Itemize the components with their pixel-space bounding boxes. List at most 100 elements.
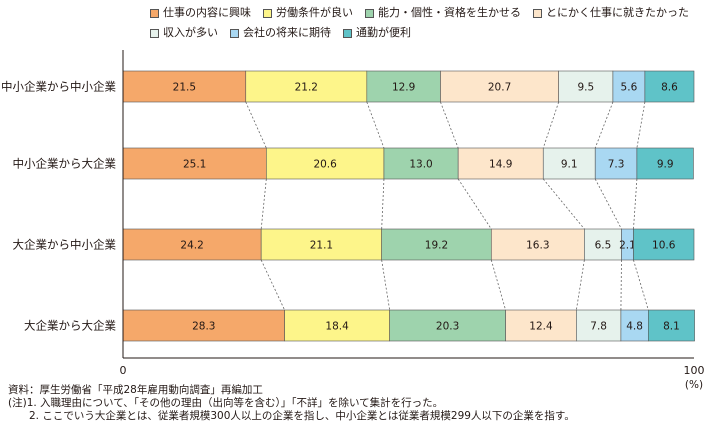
bar-segment [122,309,285,342]
data-label: 14.9 [489,159,512,171]
data-label: 5.6 [621,82,638,94]
data-label: 20.7 [488,82,511,94]
connector-line [542,178,585,230]
connector-line [636,101,646,149]
connector-line [245,101,267,149]
legend-label: 労働条件が良い [276,6,353,19]
connector-line [260,178,267,230]
bar-segment [505,309,577,342]
bar-segment [584,228,622,261]
connector-line [381,178,385,230]
connector-line [594,101,614,149]
data-label: 24.2 [180,240,203,252]
legend-item: 能力・個性・資格を生かせる [365,6,521,20]
bar-segment [558,70,614,103]
data-label: 25.1 [183,159,206,171]
data-label: 10.6 [652,240,676,252]
connector-line [542,101,560,149]
chart-legend-row-2: 収入が多い 会社の将来に期待 通勤が便利 [150,26,423,42]
bar-segment [284,309,390,342]
data-label: 19.2 [425,240,448,252]
bar-segment [576,309,622,342]
legend-item: 収入が多い [150,26,218,40]
data-label: 12.4 [529,321,553,333]
x-tick-label: 100 [684,364,705,377]
x-tick-label: 0 [120,364,127,377]
connector-line [260,259,285,311]
data-label: 21.5 [173,82,196,94]
category-label: 中小企業から大企業 [13,157,117,171]
legend-swatch [150,28,159,38]
data-label: 20.6 [313,159,337,171]
bar-segment [389,309,506,342]
bar-segment [636,147,694,180]
legend-swatch [343,28,352,38]
legend-swatch [263,8,272,18]
bar-segment [381,228,492,261]
data-label: 28.3 [192,321,215,333]
legend-swatch [150,8,159,18]
legend-label: 通勤が便利 [356,26,411,39]
connector-line [381,259,391,311]
connector-line [490,259,506,311]
bar-segment [648,309,695,342]
legend-item: とにかく仕事に就きたかった [533,6,689,20]
legend-label: 仕事の内容に興味 [163,6,251,19]
bar-segment [122,70,247,103]
data-label: 4.8 [626,321,643,333]
data-label: 2.1 [619,240,636,252]
bar-segment [644,70,695,103]
legend-label: とにかく仕事に就きたかった [546,6,689,19]
data-label: 7.8 [590,321,607,333]
legend-label: 会社の将来に期待 [243,26,331,39]
bar-segment [366,70,441,103]
bar-segment [383,147,459,180]
legend-item: 仕事の内容に興味 [150,6,251,20]
bar-segment [245,70,368,103]
legend-swatch [533,8,542,18]
legend-swatch [365,8,374,18]
data-label: 21.1 [310,240,333,252]
bar-segment [440,70,559,103]
bar-segment [122,147,267,180]
footnote-2: 2. ここでいう大企業とは、従業者規模300人以上の企業を指し、中小企業とは従業… [8,410,575,422]
connector-line [440,101,459,149]
connector-line [620,259,622,311]
data-label: 6.5 [595,240,612,252]
data-label: 7.3 [608,159,625,171]
data-label: 9.1 [561,159,578,171]
connector-line [594,178,622,230]
bar-segment [266,147,385,180]
bar-segment [612,70,646,103]
data-label: 16.3 [526,240,549,252]
legend-item: 通勤が便利 [343,26,411,40]
data-label: 13.0 [409,159,432,171]
legend-item: 労働条件が良い [263,6,353,20]
bar-segment [594,147,638,180]
data-label: 9.5 [577,82,594,94]
data-label: 21.2 [295,82,318,94]
legend-swatch [230,28,239,38]
category-label: 中小企業から中小企業 [1,80,116,94]
data-label: 9.9 [657,159,674,171]
legend-label: 能力・個性・資格を生かせる [378,6,521,19]
footnote-1: (注)1. 入職理由について、「その他の理由（出向等を含む）」「不詳」を除いて集… [8,397,444,409]
data-label: 12.9 [392,82,415,94]
category-label: 大企業から中小企業 [13,238,117,252]
connector-line [457,178,492,230]
data-label: 20.3 [436,321,459,333]
connector-line [575,259,585,311]
category-label: 大企業から大企業 [24,319,116,333]
data-label: 18.4 [325,321,349,333]
chart-notes: 資料：厚生労働省「平成28年雇用動向調査」再編加工 (注)1. 入職理由について… [8,384,575,423]
connector-line [633,178,638,230]
connector-line [366,101,385,149]
legend-label: 収入が多い [163,26,218,39]
legend-item: 会社の将来に期待 [230,26,331,40]
chart-legend-row-1: 仕事の内容に興味 労働条件が良い 能力・個性・資格を生かせる とにかく仕事に就きたかっ… [150,6,701,22]
data-label: 8.6 [661,82,678,94]
data-label: 8.1 [663,321,680,333]
x-unit-label: (%) [685,379,703,391]
source-note: 資料：厚生労働省「平成28年雇用動向調査」再編加工 [8,384,263,396]
